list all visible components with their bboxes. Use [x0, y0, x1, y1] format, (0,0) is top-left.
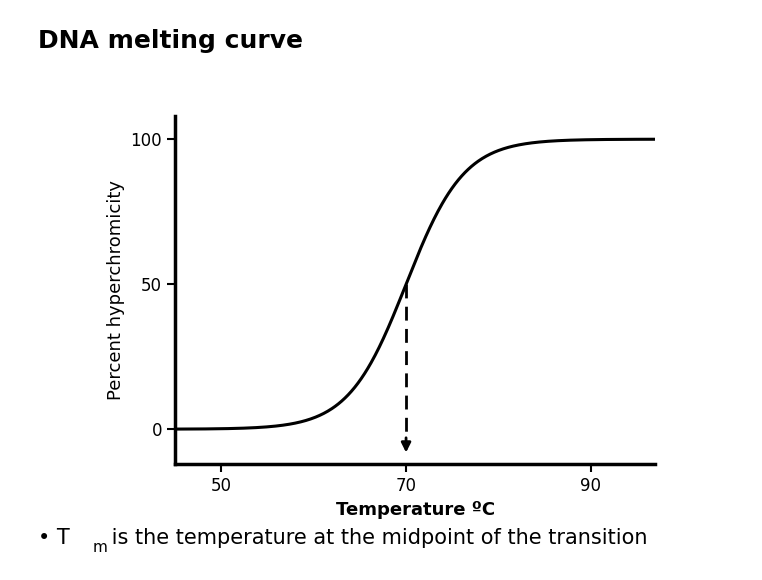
Text: • T: • T	[38, 528, 70, 548]
Text: DNA melting curve: DNA melting curve	[38, 29, 303, 53]
Text: m: m	[93, 540, 108, 555]
Text: is the temperature at the midpoint of the transition: is the temperature at the midpoint of th…	[105, 528, 648, 548]
X-axis label: Temperature ºC: Temperature ºC	[336, 501, 495, 519]
Y-axis label: Percent hyperchromicity: Percent hyperchromicity	[107, 180, 125, 400]
